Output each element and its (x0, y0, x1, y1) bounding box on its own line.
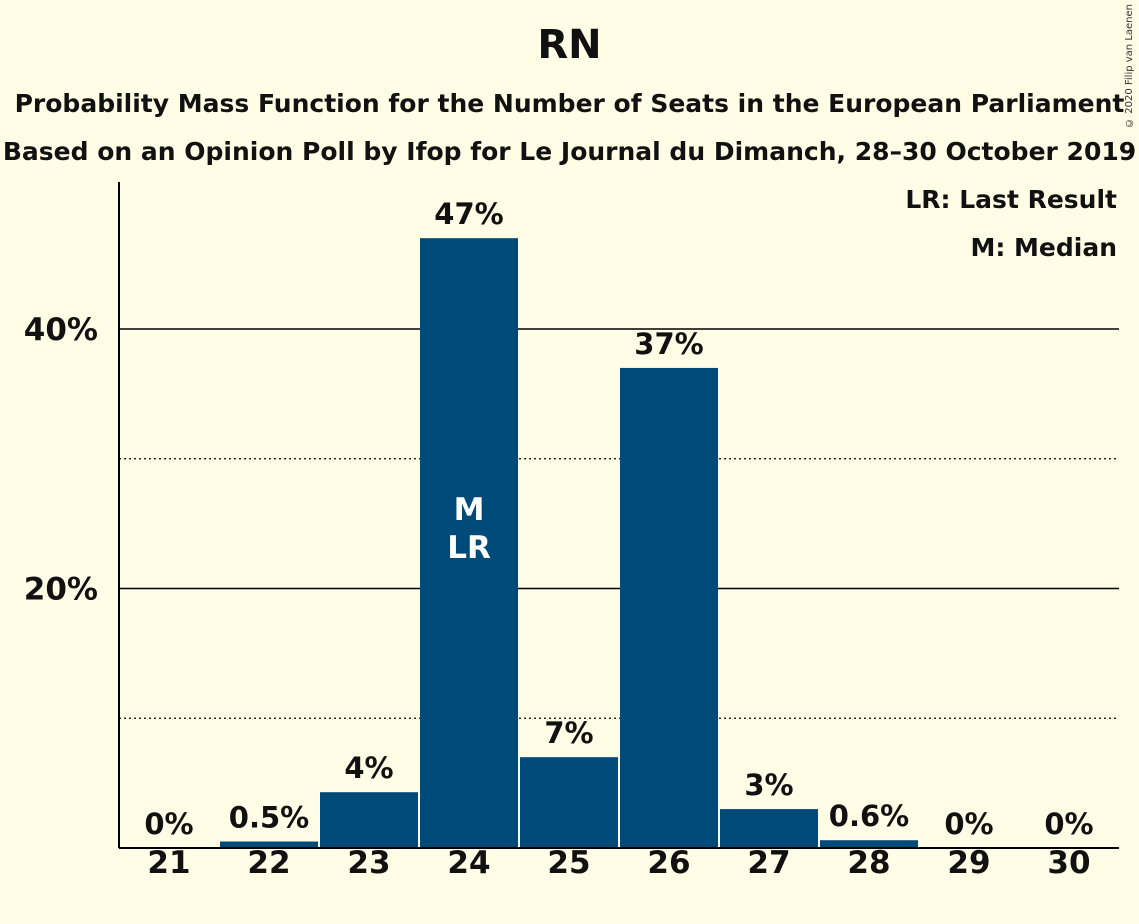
data-label: 37% (634, 327, 703, 361)
bar-annotation: LR (447, 530, 491, 566)
legend-median: M: Median (970, 233, 1117, 262)
chart-subtitle-poll: Based on an Opinion Poll by Ifop for Le … (2, 137, 1137, 166)
x-tick-label: 27 (747, 845, 790, 881)
x-tick-label: 29 (947, 845, 990, 881)
data-label: 0.6% (829, 799, 909, 833)
data-label: 0% (1044, 807, 1093, 841)
legend-last-result: LR: Last Result (905, 185, 1117, 214)
data-label: 47% (434, 197, 503, 231)
bar (420, 238, 518, 849)
chart-subtitle: Probability Mass Function for the Number… (14, 89, 1125, 118)
chart-title: RN (537, 22, 602, 68)
data-label: 0% (944, 807, 993, 841)
data-label: 0% (144, 807, 193, 841)
bar (220, 841, 318, 848)
y-tick-label: 20% (24, 572, 98, 608)
y-tick-label: 40% (24, 312, 98, 348)
data-label: 4% (344, 751, 393, 785)
data-label: 3% (744, 768, 793, 802)
data-label: 7% (544, 716, 593, 750)
x-tick-label: 25 (547, 845, 590, 881)
x-tick-label: 24 (447, 845, 490, 881)
bar-annotation: M (454, 492, 485, 528)
x-tick-label: 28 (847, 845, 890, 881)
x-tick-label: 23 (347, 845, 390, 881)
x-tick-label: 21 (147, 845, 190, 881)
bar (820, 840, 918, 848)
x-tick-label: 30 (1047, 845, 1090, 881)
x-tick-label: 22 (247, 845, 290, 881)
bar (620, 367, 718, 848)
bar (520, 757, 618, 848)
data-label: 0.5% (229, 801, 309, 835)
bar (720, 809, 818, 848)
x-tick-label: 26 (647, 845, 690, 881)
bar (320, 792, 418, 848)
